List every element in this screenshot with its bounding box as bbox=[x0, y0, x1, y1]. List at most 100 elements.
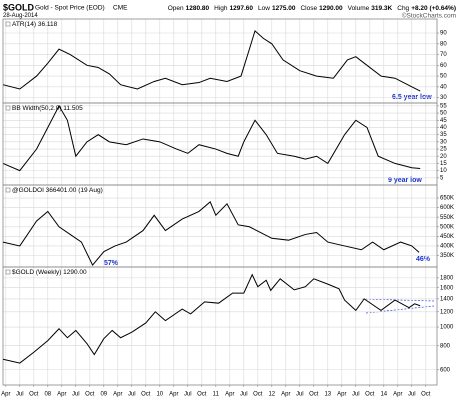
legend-label: $GOLD (Weekly) 1290.00 bbox=[12, 269, 87, 276]
x-tick-label: Oct bbox=[309, 392, 319, 398]
y-tick-label: 50 bbox=[440, 111, 447, 117]
y-tick-label: 450K bbox=[440, 234, 454, 240]
series-line bbox=[2, 201, 420, 266]
annotation: 46% bbox=[416, 256, 431, 263]
quote-value: 1275.00 bbox=[272, 5, 296, 12]
exchange: CME bbox=[113, 5, 128, 12]
panel-frame bbox=[2, 102, 438, 186]
panel-frame bbox=[2, 18, 438, 104]
y-tick-label: 1200 bbox=[440, 309, 454, 315]
x-tick-label: Jul bbox=[408, 392, 416, 398]
quote-value: 1297.60 bbox=[230, 5, 254, 12]
y-tick-label: 550K bbox=[440, 215, 454, 221]
x-tick-label: Apr bbox=[281, 392, 290, 398]
quote-label: Close bbox=[300, 5, 317, 12]
y-tick-label: 40 bbox=[440, 84, 447, 90]
x-tick-label: Apr bbox=[225, 392, 234, 398]
y-tick-label: 30 bbox=[440, 95, 447, 101]
x-tick-label: Oct bbox=[253, 392, 263, 398]
legend-label: @GOLDOI 366401.00 (19 Aug) bbox=[12, 187, 103, 194]
legend-box bbox=[5, 187, 11, 193]
symbol: $GOLD bbox=[3, 2, 35, 12]
y-tick-label: 10 bbox=[440, 168, 447, 174]
y-tick-label: 650K bbox=[440, 196, 454, 202]
x-tick-label: 14 bbox=[380, 392, 387, 398]
x-tick-label: Oct bbox=[85, 392, 95, 398]
x-tick-label: Apr bbox=[1, 392, 10, 398]
y-tick-label: 25 bbox=[440, 147, 447, 153]
x-tick-label: Oct bbox=[365, 392, 375, 398]
y-tick-label: 70 bbox=[440, 52, 447, 58]
instrument-name: Gold - Spot Price (EOD) bbox=[35, 5, 105, 12]
y-tick-label: 600K bbox=[440, 205, 454, 211]
legend-box bbox=[5, 269, 11, 275]
quote-label: Volume bbox=[348, 5, 370, 12]
series-line bbox=[2, 104, 421, 172]
x-tick-label: Apr bbox=[169, 392, 178, 398]
y-tick-label: 1000 bbox=[440, 325, 454, 331]
y-tick-label: 500K bbox=[440, 224, 454, 230]
x-tick-label: Jul bbox=[16, 392, 24, 398]
x-tick-label: Jul bbox=[72, 392, 80, 398]
x-tick-label: Oct bbox=[141, 392, 151, 398]
watermark: ©StockCharts.com bbox=[402, 12, 456, 20]
series-line bbox=[2, 273, 421, 364]
x-tick-label: Jul bbox=[296, 392, 304, 398]
x-tick-label: 08 bbox=[44, 392, 51, 398]
quote-label: Low bbox=[258, 5, 270, 12]
panel-frame bbox=[2, 184, 438, 268]
y-tick-label: 5 bbox=[440, 175, 444, 181]
x-tick-label: 12 bbox=[268, 392, 275, 398]
y-tick-label: 50 bbox=[440, 74, 447, 80]
x-tick-label: 09 bbox=[100, 392, 107, 398]
x-tick-label: Oct bbox=[197, 392, 207, 398]
legend-label: BB Width(50,2.0) 11.505 bbox=[12, 105, 83, 112]
legend-box bbox=[5, 105, 11, 111]
y-tick-label: 90 bbox=[440, 31, 447, 37]
quote-label: Open bbox=[168, 5, 184, 12]
y-tick-label: 40 bbox=[440, 125, 447, 131]
y-tick-label: 35 bbox=[440, 132, 447, 138]
annotation: 9 year low bbox=[388, 177, 422, 184]
legend-box bbox=[5, 21, 11, 27]
x-tick-label: 13 bbox=[324, 392, 331, 398]
quote-value: 1290.00 bbox=[319, 5, 343, 12]
x-tick-label: Oct bbox=[421, 392, 431, 398]
y-tick-label: 30 bbox=[440, 139, 447, 145]
y-tick-label: 80 bbox=[440, 41, 447, 47]
x-tick-label: Jul bbox=[240, 392, 248, 398]
legend-label: ATR(14) 36.118 bbox=[12, 21, 58, 28]
y-tick-label: 600 bbox=[440, 367, 451, 373]
y-tick-label: 350K bbox=[440, 253, 454, 259]
panel-frame bbox=[2, 266, 438, 386]
x-tick-label: Apr bbox=[57, 392, 66, 398]
y-tick-label: 45 bbox=[440, 118, 447, 124]
x-tick-label: Jul bbox=[128, 392, 136, 398]
quote-value: 1280.80 bbox=[186, 5, 210, 12]
series-line bbox=[2, 29, 421, 92]
quote-value: +8.20 (+0.64%) bbox=[411, 5, 456, 12]
quote-label: High bbox=[214, 5, 228, 12]
y-tick-label: 1400 bbox=[440, 296, 454, 302]
x-tick-label: Apr bbox=[337, 392, 346, 398]
annotation: 57% bbox=[104, 260, 119, 267]
y-tick-label: 1800 bbox=[440, 275, 454, 281]
quote: Open 1280.80 High 1297.60 Low 1275.00 Close 129… bbox=[168, 5, 456, 12]
y-tick-label: 800 bbox=[440, 343, 451, 349]
x-tick-label: 11 bbox=[213, 392, 220, 398]
x-tick-label: Oct bbox=[29, 392, 39, 398]
quote-value: 319.3K bbox=[371, 5, 392, 12]
quote-label: Chg bbox=[397, 5, 409, 12]
x-tick-label: Apr bbox=[113, 392, 122, 398]
y-tick-label: 60 bbox=[440, 63, 447, 69]
y-tick-label: 15 bbox=[440, 161, 447, 167]
y-tick-label: 1600 bbox=[440, 285, 454, 291]
date: 28-Aug-2014 bbox=[3, 13, 38, 19]
y-tick-label: 20 bbox=[440, 154, 447, 160]
y-tick-label: 400K bbox=[440, 244, 454, 250]
x-tick-label: Jul bbox=[184, 392, 192, 398]
x-tick-label: Jul bbox=[352, 392, 360, 398]
y-tick-label: 55 bbox=[440, 103, 447, 109]
x-tick-label: Apr bbox=[393, 392, 402, 398]
